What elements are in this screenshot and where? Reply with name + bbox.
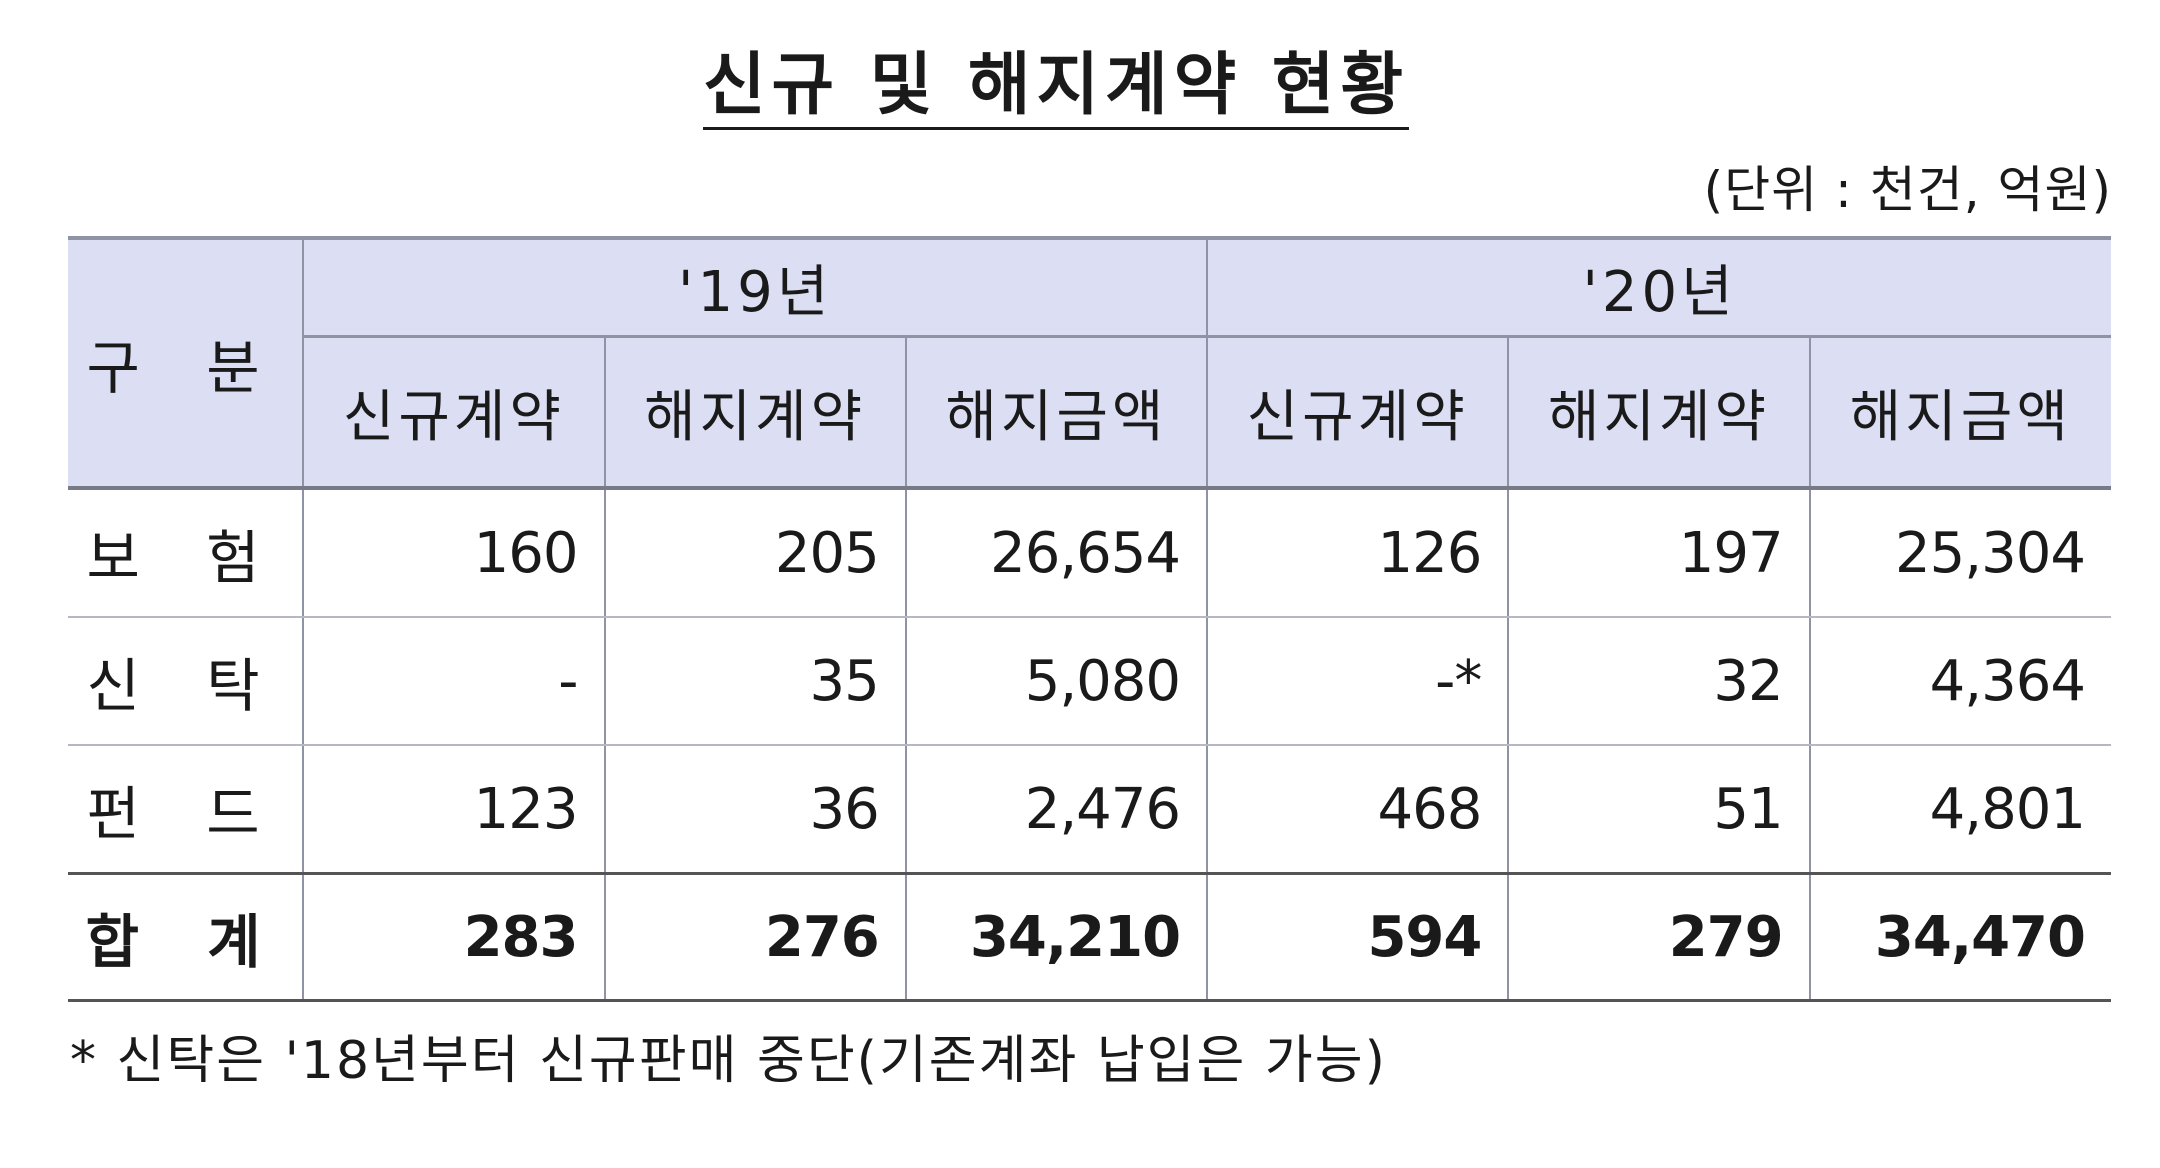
row-label: 보 험 (68, 488, 304, 618)
col-header-amount-2019: 해지금액 (904, 336, 1208, 490)
table-cell: 594 (1206, 872, 1509, 1002)
table-cell: 5,080 (904, 617, 1208, 746)
table-cell: 283 (302, 872, 605, 1002)
table-cell: - (302, 617, 605, 746)
table-cell: 468 (1206, 745, 1509, 875)
table-cell: 2,476 (904, 745, 1208, 875)
table-cell: 197 (1507, 488, 1810, 618)
table-cell: 4,801 (1808, 745, 2111, 875)
table-cell: 36 (603, 745, 906, 875)
table-cell: 34,210 (904, 872, 1208, 1002)
col-header-cancel-2020: 해지계약 (1507, 336, 1810, 490)
table-row-trust: 신 탁 - 35 5,080 -* 32 4,364 (68, 617, 2111, 746)
col-header-amount-2020: 해지금액 (1808, 336, 2111, 490)
table-cell: 4,364 (1808, 617, 2111, 746)
col-header-new-2019: 신규계약 (302, 336, 605, 490)
table-cell: -* (1206, 617, 1509, 746)
table-cell: 205 (603, 488, 906, 618)
table-cell: 26,654 (904, 488, 1208, 618)
sub-header-row: 신규계약 해지계약 해지금액 신규계약 해지계약 해지금액 (68, 336, 2111, 490)
row-label: 합 계 (68, 872, 304, 1002)
table-cell: 51 (1507, 745, 1810, 875)
unit-label: (단위 : 천건, 억원) (1703, 161, 2112, 219)
category-header: 구 분 (68, 236, 304, 490)
col-header-cancel-2019: 해지계약 (603, 336, 906, 490)
table-cell: 160 (302, 488, 605, 618)
year-header-2019: '19년 (302, 236, 1208, 338)
table-cell: 276 (603, 872, 906, 1002)
table-row-fund: 펀 드 123 36 2,476 468 51 4,801 (68, 745, 2111, 875)
year-header-2020: '20년 (1206, 236, 2111, 338)
row-label: 신 탁 (68, 617, 304, 746)
table-cell: 25,304 (1808, 488, 2111, 618)
table-row-total: 합 계 283 276 34,210 594 279 34,470 (68, 872, 2111, 1002)
table-row-insurance: 보 험 160 205 26,654 126 197 25,304 (68, 488, 2111, 618)
table-cell: 279 (1507, 872, 1810, 1002)
col-header-new-2020: 신규계약 (1206, 336, 1509, 490)
table-cell: 126 (1206, 488, 1509, 618)
page-title: 신규 및 해지계약 현황 (0, 42, 2112, 130)
footnote: * 신탁은 '18년부터 신규판매 중단(기존계좌 납입은 가능) (70, 1031, 1387, 1091)
table-cell: 32 (1507, 617, 1810, 746)
year-header-row: 구 분 '19년 '20년 (68, 236, 2111, 490)
table-cell: 123 (302, 745, 605, 875)
title-text: 신규 및 해지계약 현황 (702, 46, 1410, 130)
row-label: 펀 드 (68, 745, 304, 875)
table-cell: 34,470 (1808, 872, 2111, 1002)
contracts-table: 구 분 '19년 '20년 신규계약 해지계약 해지금액 신규계약 해지계약 해… (68, 236, 2111, 1002)
table-cell: 35 (603, 617, 906, 746)
